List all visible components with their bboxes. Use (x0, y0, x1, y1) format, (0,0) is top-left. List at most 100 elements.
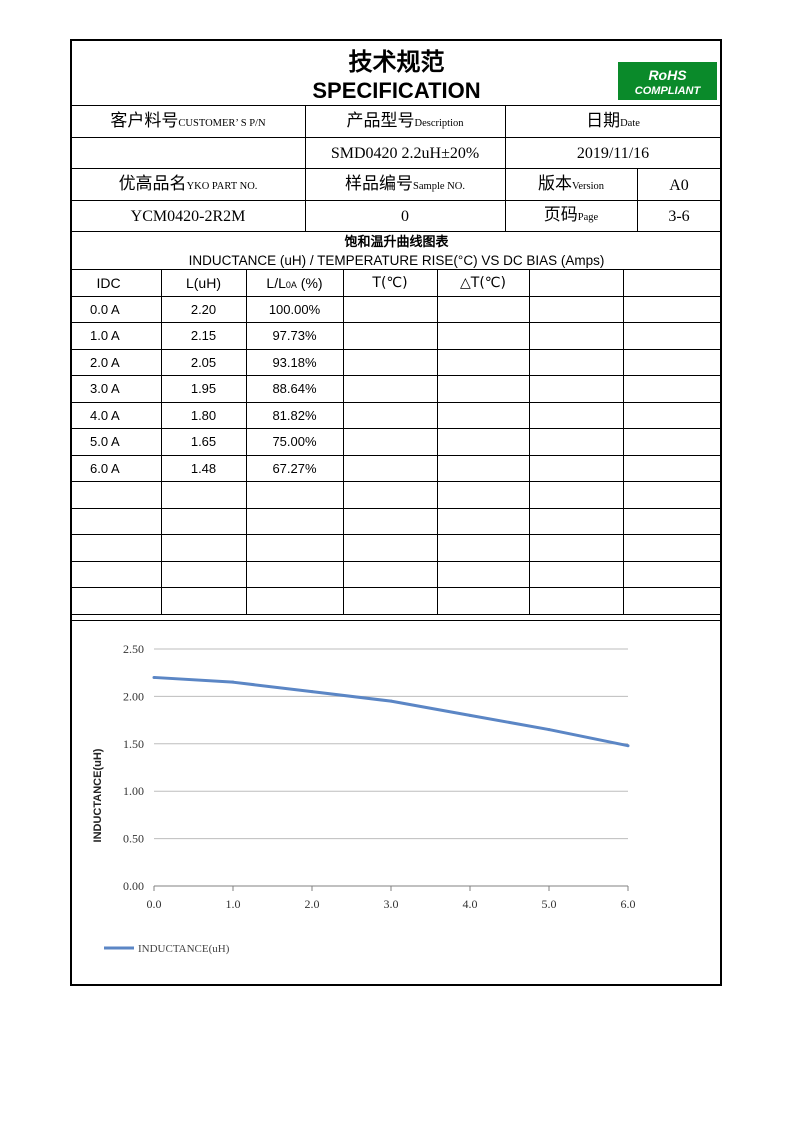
page-value: 3-6 (668, 208, 690, 225)
rule (623, 269, 624, 614)
rule (246, 269, 247, 614)
rule (343, 269, 344, 614)
data-point (310, 690, 314, 694)
rohs-sub: COMPLIANT (634, 85, 701, 97)
rule (71, 296, 721, 297)
y-tick-label: 2.50 (123, 642, 144, 656)
table-cell-idc: 5.0 A (90, 434, 120, 449)
table-cell-ratio: 93.18% (272, 355, 317, 370)
rule (71, 137, 721, 138)
title-en: SPECIFICATION (312, 78, 481, 103)
rule (71, 402, 721, 403)
rule (437, 269, 438, 614)
y-tick-label: 0.00 (123, 879, 144, 893)
data-point (626, 744, 630, 748)
rule (71, 534, 721, 535)
table-cell-idc: 1.0 A (90, 328, 120, 343)
x-tick-label: 6.0 (621, 897, 636, 911)
part-no-label: 优高品名YKO PART NO. (118, 174, 258, 194)
header-inductance: L(uH) (185, 275, 221, 291)
sample-no-value: 0 (401, 208, 409, 225)
rule (71, 105, 721, 106)
table-cell-ratio: 88.64% (272, 381, 317, 396)
rule (529, 269, 530, 614)
y-tick-label: 1.50 (123, 737, 144, 751)
x-tick-label: 4.0 (463, 897, 478, 911)
table-cell-idc: 2.0 A (90, 355, 120, 370)
table-cell-idc: 6.0 A (90, 461, 120, 476)
table-cell-ratio: 81.82% (272, 408, 317, 423)
data-point (231, 680, 235, 684)
sample-no-label: 样品编号Sample NO. (345, 174, 465, 194)
rule (71, 587, 721, 588)
rule (71, 375, 721, 376)
header-ratio: L/L0A (%) (266, 275, 323, 291)
table-cell-inductance: 1.65 (190, 434, 217, 449)
rule (71, 508, 721, 509)
inductance-chart: 0.00 0.50 1.00 1.50 2.00 2.50 0.0 1.0 2.0 3.0 4.0 5… (72, 622, 720, 984)
table-cell-ratio: 97.73% (272, 328, 317, 343)
header-idc: IDC (96, 275, 121, 291)
table-cell-inductance: 1.95 (190, 381, 217, 396)
date-value: 2019/11/16 (576, 145, 650, 162)
data-point (152, 675, 156, 679)
rule (71, 620, 721, 621)
title-cn: 技术规范 (348, 48, 445, 76)
y-axis-label: INDUCTANCE(uH) (92, 748, 104, 842)
rule (71, 614, 721, 615)
table-cell-ratio: 75.00% (272, 434, 317, 449)
y-tick-label: 2.00 (123, 689, 144, 703)
rule (161, 269, 162, 614)
x-tick-label: 0.0 (147, 897, 162, 911)
x-tick-label: 2.0 (305, 897, 320, 911)
table-cell-inductance: 2.15 (190, 328, 217, 343)
table-cell-inductance: 1.48 (190, 461, 217, 476)
x-tick-label: 3.0 (384, 897, 399, 911)
rule (71, 428, 721, 429)
date-label: 日期Date (586, 111, 640, 131)
series-line (153, 675, 629, 748)
data-point (468, 713, 472, 717)
rohs-label: RoHS (648, 67, 687, 83)
page-label: 页码Page (543, 205, 599, 225)
version-label: 版本Version (537, 174, 605, 194)
x-tick-label: 1.0 (226, 897, 241, 911)
chart-svg: 0.00 0.50 1.00 1.50 2.00 2.50 0.0 1.0 2.0 3.0 4.0 5… (92, 642, 636, 955)
rohs-badge: RoHS COMPLIANT (618, 62, 717, 100)
description-label: 产品型号Description (346, 111, 464, 131)
rule (71, 561, 721, 562)
table-cell-idc: 3.0 A (90, 381, 120, 396)
section-title-cn: 饱和温升曲线图表 (344, 235, 449, 250)
y-tick-label: 1.00 (123, 784, 144, 798)
rule (71, 168, 721, 169)
rule (71, 322, 721, 323)
customer-pn-label: 客户料号CUSTOMER’ S P/N (110, 111, 266, 131)
data-point (389, 699, 393, 703)
description-value: SMD0420 2.2uH±20% (330, 145, 480, 162)
spec-sheet-frame (70, 39, 722, 986)
table-cell-inductance: 2.20 (190, 302, 217, 317)
rule (71, 349, 721, 350)
rule (71, 200, 721, 201)
rule (71, 269, 721, 270)
x-tick-label: 5.0 (542, 897, 557, 911)
version-value: A0 (669, 177, 689, 194)
rule (71, 481, 721, 482)
table-cell-idc: 0.0 A (90, 302, 120, 317)
table-cell-inductance: 1.80 (190, 408, 217, 423)
part-no-value: YCM0420-2R2M (130, 208, 246, 225)
table-cell-ratio: 100.00% (268, 302, 321, 317)
section-title-en: INDUCTANCE (uH) / TEMPERATURE RISE(°C) V… (188, 253, 605, 268)
rule (637, 168, 638, 231)
rule (71, 231, 721, 232)
table-cell-ratio: 67.27% (272, 461, 317, 476)
rule (505, 105, 506, 231)
y-tick-label: 0.50 (123, 832, 144, 846)
header-temperature: T(℃) (372, 275, 408, 291)
legend-label: INDUCTANCE(uH) (138, 943, 230, 955)
rule (305, 105, 306, 231)
table-cell-idc: 4.0 A (90, 408, 120, 423)
data-point (547, 728, 551, 732)
header-temperature-rise: △T(℃) (460, 275, 506, 291)
rule (71, 455, 721, 456)
